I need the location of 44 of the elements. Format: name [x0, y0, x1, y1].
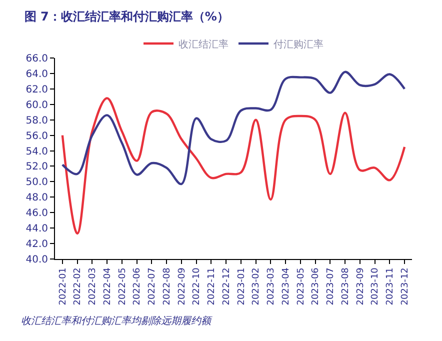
y-tick-label: 60.0: [26, 100, 48, 111]
legend-label: 收汇结汇率: [178, 38, 228, 50]
y-tick-label: 50.0: [26, 177, 48, 188]
chart-title: 图 7：收汇结汇率和付汇购汇率（%）: [24, 9, 229, 24]
x-tick-label: 2022-04: [102, 267, 113, 306]
line-series: [61, 70, 406, 186]
y-tick-label: 42.0: [26, 239, 48, 250]
x-tick-label: 2022-12: [222, 268, 232, 306]
y-tick-label: 52.0: [26, 162, 48, 173]
y-tick-label: 56.0: [26, 130, 48, 142]
x-tick-label: 2023-04: [281, 267, 292, 306]
y-tick-label: 54.0: [26, 146, 48, 158]
x-tick-label: 2023-02: [252, 268, 262, 306]
x-tick-label: 2022-06: [132, 267, 143, 306]
x-tick-label: 2023-08: [340, 267, 351, 306]
x-tick-label: 2023-12: [400, 268, 410, 306]
x-tick-label: 2023-09: [356, 267, 366, 306]
x-tick-label: 2022-07: [148, 268, 158, 306]
y-tick-label: 40.0: [26, 254, 48, 266]
y-tick-label: 44.0: [26, 224, 48, 235]
x-tick-label: 2022-02: [73, 268, 84, 306]
x-tick-label: 2023-06: [311, 267, 322, 306]
x-tick-label: 2022-09: [177, 267, 188, 306]
y-tick-label: 58.0: [26, 115, 48, 126]
y-tick-label: 48.0: [26, 192, 48, 204]
x-tick-label: 2023-01: [236, 268, 247, 306]
x-tick-label: 2023-05: [296, 268, 306, 306]
x-tick-label: 2022-10: [192, 267, 202, 306]
y-tick-label: 64.0: [26, 68, 48, 80]
x-tick-label: 2023-03: [266, 268, 277, 306]
y-tick-label: 62.0: [26, 84, 48, 96]
x-tick-label: 2023-10: [370, 267, 381, 306]
x-tick-label: 2023-11: [386, 268, 396, 306]
legend-label: 付汇购汇率: [274, 38, 324, 50]
x-tick-label: 2022-08: [162, 267, 172, 306]
x-tick-label: 2022-05: [118, 268, 128, 306]
x-tick-label: 2022-11: [207, 268, 218, 306]
text: 收汇结汇率和付汇购汇率均剔除远期履约额: [21, 315, 213, 327]
x-tick-label: 2023-07: [326, 268, 336, 306]
x-tick-label: 2022-01: [58, 268, 68, 306]
y-tick-label: 46.0: [26, 208, 48, 220]
x-tick-label: 2022-03: [88, 268, 98, 306]
line-series: [61, 97, 406, 235]
y-tick-label: 66.0: [26, 54, 48, 64]
